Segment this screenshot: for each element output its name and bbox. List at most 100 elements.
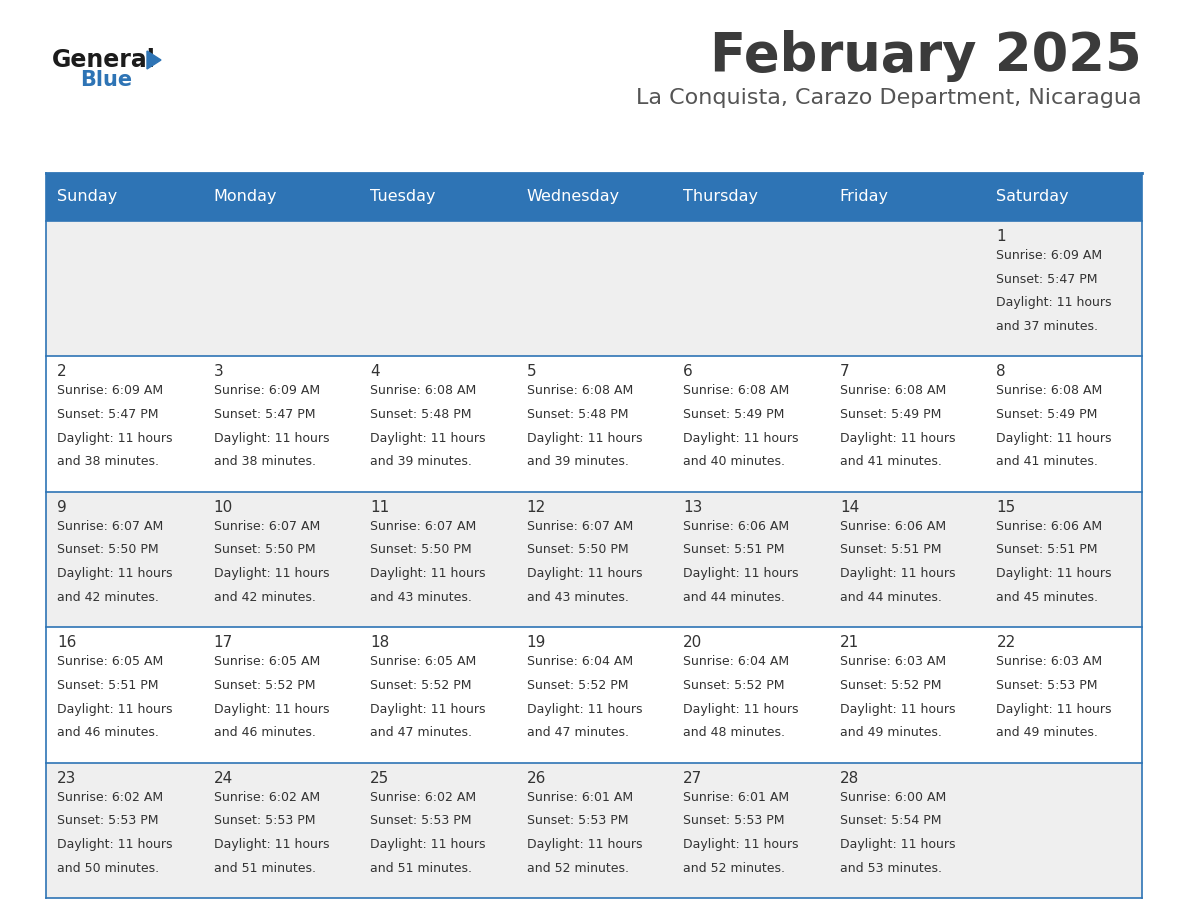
Text: and 47 minutes.: and 47 minutes.	[526, 726, 628, 739]
Text: and 49 minutes.: and 49 minutes.	[997, 726, 1098, 739]
Text: Daylight: 11 hours: Daylight: 11 hours	[840, 431, 955, 445]
Text: and 53 minutes.: and 53 minutes.	[840, 862, 942, 875]
Text: Daylight: 11 hours: Daylight: 11 hours	[214, 838, 329, 851]
Text: Saturday: Saturday	[997, 189, 1069, 205]
Text: Daylight: 11 hours: Daylight: 11 hours	[683, 567, 798, 580]
Text: Sunset: 5:51 PM: Sunset: 5:51 PM	[57, 679, 158, 692]
Text: Sunset: 5:51 PM: Sunset: 5:51 PM	[683, 543, 785, 556]
Text: 5: 5	[526, 364, 536, 379]
Bar	[46, 492, 1142, 627]
Text: Daylight: 11 hours: Daylight: 11 hours	[371, 431, 486, 445]
Text: and 52 minutes.: and 52 minutes.	[526, 862, 628, 875]
Bar	[46, 627, 1142, 763]
Text: 4: 4	[371, 364, 380, 379]
Text: Sunset: 5:50 PM: Sunset: 5:50 PM	[214, 543, 315, 556]
Text: 15: 15	[997, 499, 1016, 515]
Bar	[46, 221, 1142, 356]
Text: 10: 10	[214, 499, 233, 515]
Text: Sunrise: 6:08 AM: Sunrise: 6:08 AM	[526, 385, 633, 397]
Text: 8: 8	[997, 364, 1006, 379]
Text: Daylight: 11 hours: Daylight: 11 hours	[371, 702, 486, 716]
Text: Daylight: 11 hours: Daylight: 11 hours	[57, 702, 172, 716]
Text: 9: 9	[57, 499, 67, 515]
Text: 1: 1	[997, 229, 1006, 244]
Text: Sunset: 5:53 PM: Sunset: 5:53 PM	[997, 679, 1098, 692]
Text: and 50 minutes.: and 50 minutes.	[57, 862, 159, 875]
Text: Sunset: 5:52 PM: Sunset: 5:52 PM	[214, 679, 315, 692]
Text: and 39 minutes.: and 39 minutes.	[371, 455, 472, 468]
Text: Sunset: 5:49 PM: Sunset: 5:49 PM	[840, 409, 941, 421]
Text: Monday: Monday	[214, 189, 277, 205]
Text: and 48 minutes.: and 48 minutes.	[683, 726, 785, 739]
Text: Sunrise: 6:09 AM: Sunrise: 6:09 AM	[57, 385, 163, 397]
Text: 21: 21	[840, 635, 859, 650]
Text: Sunrise: 6:08 AM: Sunrise: 6:08 AM	[997, 385, 1102, 397]
Text: Sunset: 5:53 PM: Sunset: 5:53 PM	[526, 814, 628, 827]
Text: Sunset: 5:54 PM: Sunset: 5:54 PM	[840, 814, 941, 827]
Text: February 2025: February 2025	[710, 30, 1142, 82]
Text: La Conquista, Carazo Department, Nicaragua: La Conquista, Carazo Department, Nicarag…	[637, 88, 1142, 108]
Text: Sunset: 5:47 PM: Sunset: 5:47 PM	[57, 409, 158, 421]
Text: and 52 minutes.: and 52 minutes.	[683, 862, 785, 875]
Text: Sunrise: 6:03 AM: Sunrise: 6:03 AM	[997, 655, 1102, 668]
Text: Daylight: 11 hours: Daylight: 11 hours	[997, 431, 1112, 445]
Text: Daylight: 11 hours: Daylight: 11 hours	[371, 838, 486, 851]
Text: 18: 18	[371, 635, 390, 650]
Text: Sunrise: 6:03 AM: Sunrise: 6:03 AM	[840, 655, 946, 668]
Text: Sunrise: 6:08 AM: Sunrise: 6:08 AM	[371, 385, 476, 397]
Text: Sunset: 5:49 PM: Sunset: 5:49 PM	[997, 409, 1098, 421]
Text: and 41 minutes.: and 41 minutes.	[997, 455, 1098, 468]
Text: 17: 17	[214, 635, 233, 650]
Text: Sunset: 5:53 PM: Sunset: 5:53 PM	[683, 814, 785, 827]
Text: Sunset: 5:50 PM: Sunset: 5:50 PM	[371, 543, 472, 556]
Text: Sunset: 5:48 PM: Sunset: 5:48 PM	[526, 409, 628, 421]
Text: Sunrise: 6:05 AM: Sunrise: 6:05 AM	[57, 655, 163, 668]
Text: Sunset: 5:50 PM: Sunset: 5:50 PM	[57, 543, 158, 556]
Text: 27: 27	[683, 770, 702, 786]
Text: Sunrise: 6:09 AM: Sunrise: 6:09 AM	[214, 385, 320, 397]
Text: Sunset: 5:47 PM: Sunset: 5:47 PM	[214, 409, 315, 421]
Text: Sunset: 5:51 PM: Sunset: 5:51 PM	[840, 543, 941, 556]
Text: Sunrise: 6:08 AM: Sunrise: 6:08 AM	[683, 385, 790, 397]
Text: and 44 minutes.: and 44 minutes.	[683, 591, 785, 604]
Bar	[46, 356, 1142, 492]
Text: Daylight: 11 hours: Daylight: 11 hours	[371, 567, 486, 580]
Bar	[46, 763, 1142, 898]
Text: Sunset: 5:52 PM: Sunset: 5:52 PM	[371, 679, 472, 692]
Text: and 40 minutes.: and 40 minutes.	[683, 455, 785, 468]
Text: Daylight: 11 hours: Daylight: 11 hours	[57, 567, 172, 580]
Text: Sunset: 5:53 PM: Sunset: 5:53 PM	[371, 814, 472, 827]
Text: Sunrise: 6:01 AM: Sunrise: 6:01 AM	[683, 790, 789, 803]
Text: Sunset: 5:52 PM: Sunset: 5:52 PM	[840, 679, 941, 692]
Text: General: General	[52, 48, 156, 72]
Text: Daylight: 11 hours: Daylight: 11 hours	[683, 702, 798, 716]
Text: Sunrise: 6:04 AM: Sunrise: 6:04 AM	[683, 655, 789, 668]
Text: and 42 minutes.: and 42 minutes.	[214, 591, 315, 604]
Text: 12: 12	[526, 499, 546, 515]
Text: Sunset: 5:50 PM: Sunset: 5:50 PM	[526, 543, 628, 556]
Text: 14: 14	[840, 499, 859, 515]
Text: Sunrise: 6:06 AM: Sunrise: 6:06 AM	[840, 520, 946, 532]
Text: 19: 19	[526, 635, 546, 650]
Text: Sunset: 5:53 PM: Sunset: 5:53 PM	[214, 814, 315, 827]
Text: Sunrise: 6:06 AM: Sunrise: 6:06 AM	[683, 520, 789, 532]
Polygon shape	[147, 51, 162, 69]
Text: Daylight: 11 hours: Daylight: 11 hours	[214, 702, 329, 716]
Text: and 37 minutes.: and 37 minutes.	[997, 320, 1099, 333]
Text: Sunset: 5:49 PM: Sunset: 5:49 PM	[683, 409, 784, 421]
Text: Daylight: 11 hours: Daylight: 11 hours	[683, 838, 798, 851]
Text: Sunset: 5:51 PM: Sunset: 5:51 PM	[997, 543, 1098, 556]
Text: Sunrise: 6:09 AM: Sunrise: 6:09 AM	[997, 249, 1102, 262]
Text: 26: 26	[526, 770, 546, 786]
Text: Sunrise: 6:08 AM: Sunrise: 6:08 AM	[840, 385, 946, 397]
Text: Tuesday: Tuesday	[371, 189, 436, 205]
Text: Daylight: 11 hours: Daylight: 11 hours	[214, 567, 329, 580]
Text: and 46 minutes.: and 46 minutes.	[214, 726, 315, 739]
Text: Daylight: 11 hours: Daylight: 11 hours	[57, 838, 172, 851]
Text: Sunrise: 6:07 AM: Sunrise: 6:07 AM	[214, 520, 320, 532]
Text: Sunrise: 6:05 AM: Sunrise: 6:05 AM	[214, 655, 320, 668]
Text: Daylight: 11 hours: Daylight: 11 hours	[526, 838, 643, 851]
Text: 13: 13	[683, 499, 702, 515]
Text: and 46 minutes.: and 46 minutes.	[57, 726, 159, 739]
Text: 3: 3	[214, 364, 223, 379]
